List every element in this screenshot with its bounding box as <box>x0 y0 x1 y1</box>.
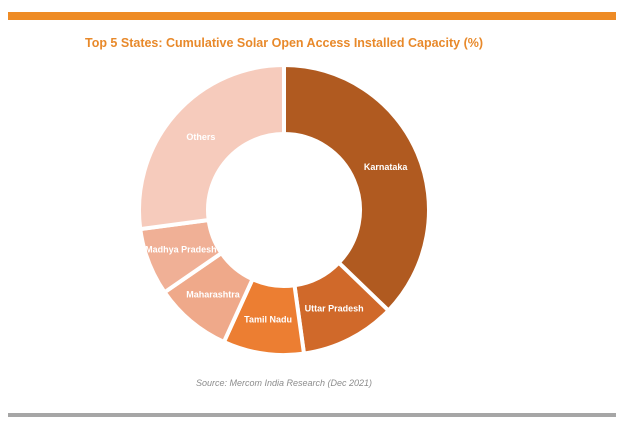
data-label: Madhya Pradesh <box>145 245 217 255</box>
source-note: Source: Mercom India Research (Dec 2021) <box>195 378 373 388</box>
chart-title: Top 5 States: Cumulative Solar Open Acce… <box>84 36 484 50</box>
top-accent-bar <box>8 12 616 20</box>
slice-others <box>137 62 286 232</box>
slice-karnataka <box>282 62 431 314</box>
data-label: Maharashtra <box>186 290 241 300</box>
data-label: Uttar Pradesh <box>305 303 364 313</box>
bottom-divider <box>8 413 616 417</box>
data-label: Others <box>186 132 215 142</box>
data-label: Tamil Nadu <box>244 314 292 324</box>
data-label: Karnataka <box>364 162 409 172</box>
